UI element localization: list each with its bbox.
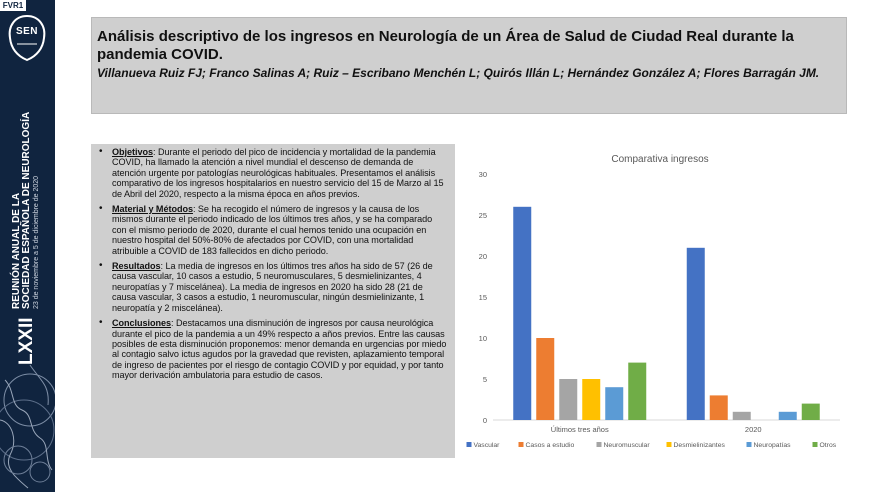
bar-neuromuscular-0 (559, 379, 578, 420)
legend-swatch (666, 442, 672, 447)
congress-line-2: SOCIEDAD ESPAÑOLA DE NEUROLOGÍA (21, 111, 32, 310)
section-text: : Se ha recogido el número de ingresos y… (112, 204, 433, 256)
y-tick-label: 30 (479, 170, 487, 179)
section-label: Objetivos (112, 147, 153, 157)
legend-swatch (466, 442, 472, 447)
bar-casos-a-estudio-1 (709, 395, 728, 420)
legend-entry: Otros (820, 442, 837, 449)
legend-entry: Neuromuscular (604, 442, 651, 449)
section-text: : Durante el periodo del pico de inciden… (112, 147, 444, 199)
sen-logo-text: SEN (15, 26, 39, 37)
section-label: Material y Métodos (112, 204, 193, 215)
y-tick-label: 5 (483, 375, 487, 384)
bar-otros-1 (801, 403, 820, 420)
bar-vascular-1 (686, 247, 705, 420)
section-text: : Destacamos una disminución de ingresos… (112, 318, 447, 381)
section-metodos: Material y Métodos: Se ha recogido el nú… (97, 204, 449, 256)
brain-illustration (0, 364, 55, 489)
congress-edition: LXXII (16, 317, 37, 365)
bar-vascular-0 (513, 206, 532, 420)
bar-neuropatías-0 (605, 387, 624, 420)
y-tick-label: 10 (479, 334, 487, 343)
bar-desmielinizantes-0 (582, 379, 601, 420)
legend-swatch (518, 442, 524, 447)
chart-title: Comparativa ingresos (611, 154, 708, 165)
bar-neuromuscular-1 (732, 411, 751, 420)
x-tick-label: Últimos tres años (551, 425, 609, 434)
chart-panel: Comparativa ingresos 0 5 10 15 20 25 30 Último… (460, 144, 849, 458)
section-objetivos: Objetivos: Durante el periodo del pico d… (97, 147, 449, 199)
sen-logo: SEN (7, 14, 47, 62)
bar-neuropatías-1 (778, 411, 797, 420)
legend-swatch (746, 442, 752, 447)
legend-entry: Desmielinizantes (674, 442, 726, 449)
congress-name: LXXII REUNIÓN ANUAL DE LA SOCIEDAD ESPAÑ… (11, 65, 42, 365)
congress-dates: 23 de noviembre a 5 de diciembre de 2020 (33, 175, 40, 310)
y-tick-label: 0 (483, 416, 487, 425)
abstract-panel: Objetivos: Durante el periodo del pico d… (91, 144, 455, 458)
congress-band: FVR1 SEN LXXII REUNIÓN ANUAL DE LA SOCIE… (0, 0, 55, 492)
bar-otros-0 (628, 362, 647, 420)
legend-swatch (596, 442, 602, 447)
x-tick-label: 2020 (745, 425, 762, 434)
legend-swatch (812, 442, 818, 447)
y-tick-label: 20 (479, 252, 487, 261)
legend-entry: Casos a estudio (526, 442, 575, 449)
poster-authors: Villanueva Ruiz FJ; Franco Salinas A; Ru… (97, 66, 820, 80)
section-label: Resultados (112, 261, 161, 272)
bar-casos-a-estudio-0 (536, 338, 555, 420)
y-tick-label: 25 (479, 211, 487, 220)
legend-entry: Vascular (474, 442, 501, 449)
section-conclusiones: Conclusiones: Destacamos una disminución… (97, 318, 449, 380)
y-tick-label: 15 (479, 293, 487, 302)
poster-title: Análisis descriptivo de los ingresos en … (97, 28, 794, 63)
bar-chart: Comparativa ingresos 0 5 10 15 20 25 30 Último… (466, 154, 840, 449)
section-text: : La media de ingresos en los últimos tr… (112, 261, 433, 313)
poster-header: Análisis descriptivo de los ingresos en … (91, 17, 847, 114)
legend-entry: Neuropatías (754, 442, 792, 449)
poster-code: FVR1 (0, 0, 26, 11)
section-label: Conclusiones (112, 318, 172, 329)
section-resultados: Resultados: La media de ingresos en los … (97, 261, 449, 313)
